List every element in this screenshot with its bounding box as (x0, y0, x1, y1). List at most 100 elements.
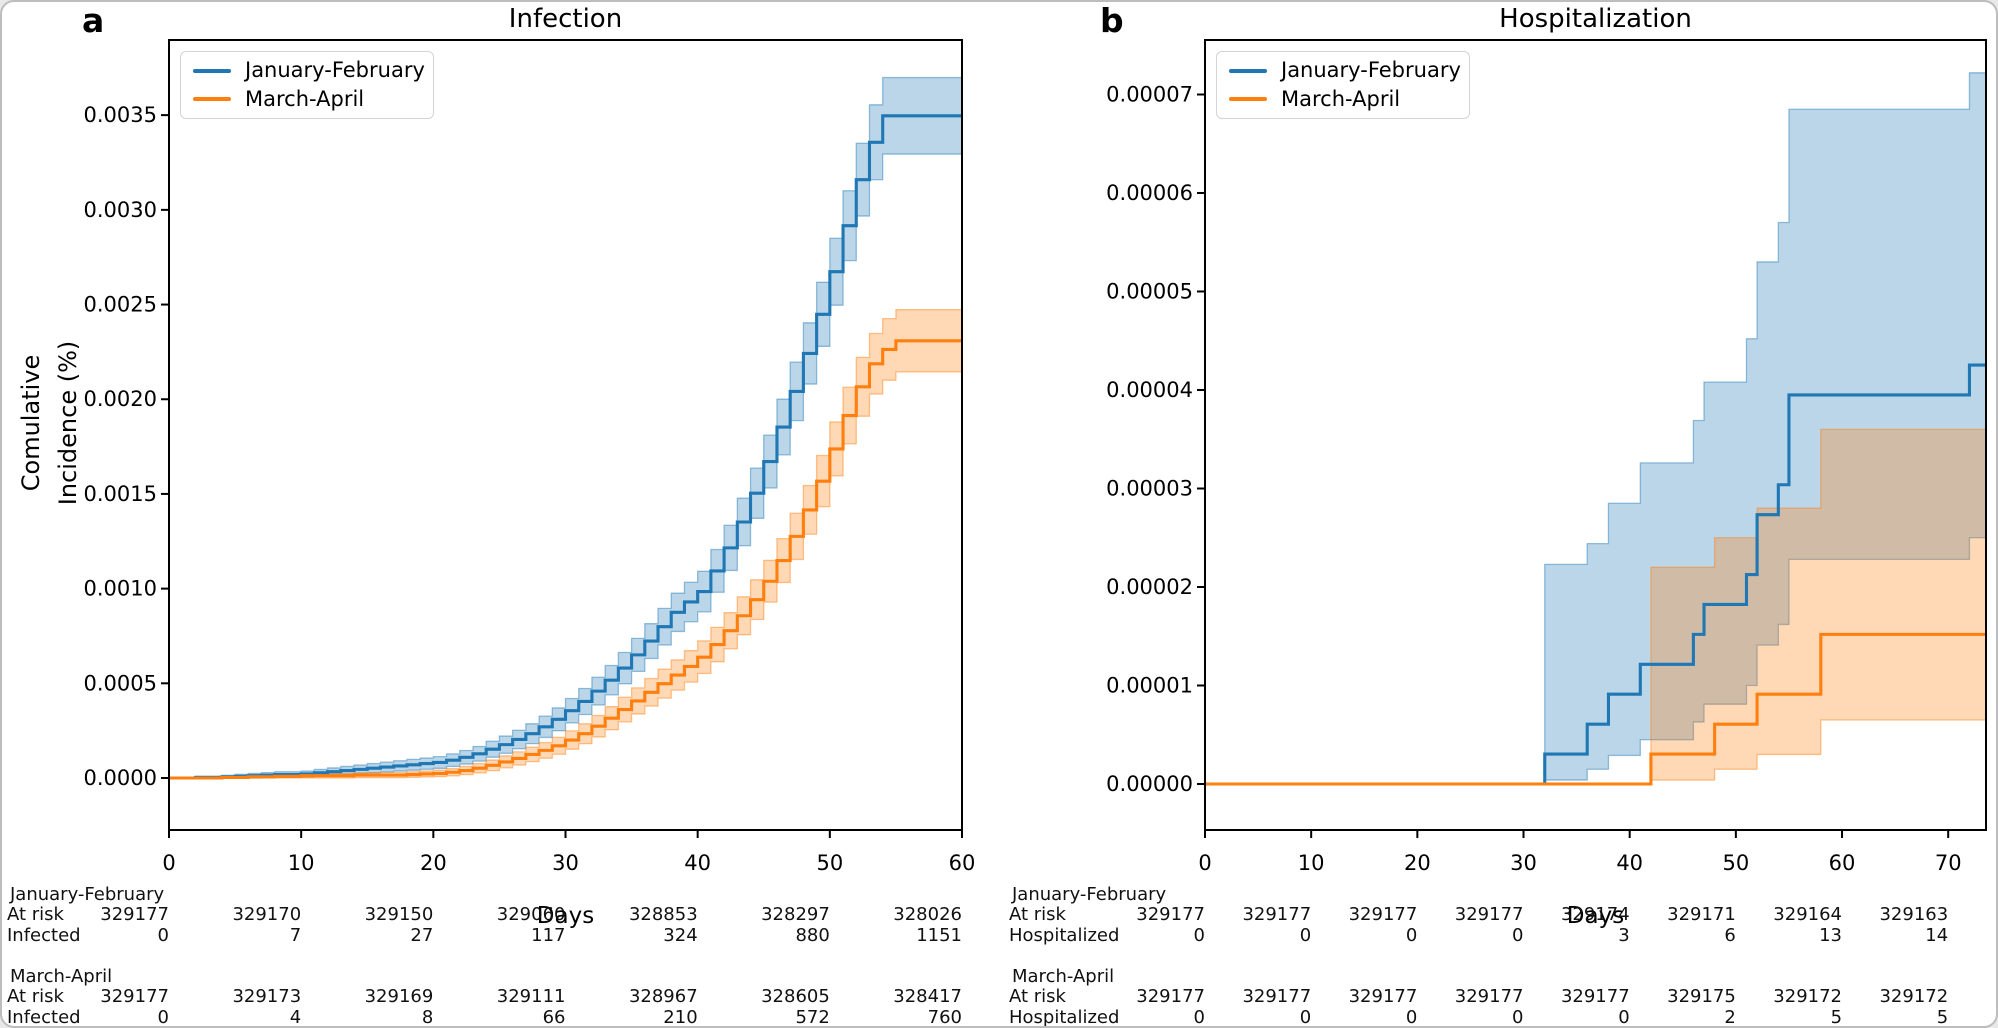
risk-table-row-label: Infected (7, 925, 81, 946)
legend-label: March-April (245, 86, 365, 111)
panel-b-axes-box (1204, 39, 1987, 831)
panel-b-band-january-february (1205, 72, 1986, 785)
y-tick-label: 0.0000 (84, 766, 157, 790)
legend-item: March-April (193, 86, 419, 111)
y-tick-label: 0.00000 (1106, 772, 1193, 796)
risk-table-value: 0 (1405, 925, 1418, 946)
risk-table-value: 329173 (232, 986, 302, 1007)
y-tick-label: 0.00006 (1106, 181, 1193, 205)
y-tick-label: 0.0010 (84, 577, 157, 601)
risk-table-value: 1151 (916, 925, 962, 946)
risk-table-value: 329150 (364, 904, 434, 925)
risk-table-value: 0 (1512, 1007, 1524, 1028)
risk-table-value: 329177 (1560, 986, 1630, 1007)
y-tick-label: 0.00001 (1106, 673, 1193, 697)
risk-table-value: 3 (1618, 925, 1630, 946)
risk-table-row-label: At risk (1009, 986, 1066, 1007)
risk-table-value: 0 (157, 925, 169, 946)
risk-table-value: 329163 (1879, 904, 1949, 925)
y-tick-label: 0.00003 (1106, 476, 1193, 500)
x-tick-label: 30 (552, 851, 579, 875)
risk-table-value: 329177 (100, 986, 169, 1007)
risk-table-value: 6 (1724, 925, 1736, 946)
risk-table-value: 328853 (628, 904, 698, 925)
risk-table-value: 8 (421, 1007, 434, 1028)
risk-table-value: 329177 (1242, 904, 1312, 925)
x-tick-label: 10 (288, 851, 315, 875)
risk-table-value: 210 (663, 1007, 698, 1028)
risk-table-value: 27 (410, 925, 434, 946)
risk-table-group-label: March-April (10, 966, 113, 987)
risk-table-group-label: January-February (10, 884, 165, 905)
y-tick-label: 0.00002 (1106, 575, 1193, 599)
risk-table-row-label: Hospitalized (1009, 925, 1120, 946)
legend-item: January-February (193, 60, 425, 82)
x-tick-label: 20 (1404, 851, 1431, 875)
y-tick-label: 0.0035 (84, 103, 157, 127)
risk-table-value: 329164 (1773, 904, 1843, 925)
x-tick-label: 20 (420, 851, 447, 875)
y-tick-label: 0.00004 (1106, 378, 1193, 402)
panel-a-band-january-february (169, 76, 962, 779)
x-tick-label: 50 (816, 851, 843, 875)
risk-table-value: 0 (1618, 1007, 1630, 1028)
legend-label: March-April (1281, 86, 1401, 111)
risk-table-value: 0 (1405, 1007, 1418, 1028)
risk-table-value: 329177 (1454, 904, 1524, 925)
march-april-line-swatch (193, 97, 231, 102)
risk-table-value: 13 (1819, 925, 1843, 946)
panel-b-title: Hospitalization (1499, 4, 1692, 34)
y-tick-label: 0.0020 (84, 387, 157, 411)
risk-table-value: 0 (1512, 925, 1524, 946)
panel-b-x-axis-label: Days (1566, 903, 1625, 929)
risk-table-value: 0 (157, 1007, 169, 1028)
legend-item: March-April (1229, 86, 1455, 111)
x-tick-label: 60 (1829, 851, 1856, 875)
risk-table-row-label: At risk (1009, 904, 1066, 925)
risk-table-value: 329172 (1879, 986, 1949, 1007)
risk-table-row-label: Hospitalized (1009, 1007, 1120, 1028)
risk-table-value: 329171 (1667, 904, 1736, 925)
y-tick-label: 0.0005 (84, 671, 157, 695)
risk-table-value: 329177 (1136, 904, 1205, 925)
risk-table-value: 329172 (1773, 986, 1843, 1007)
y-tick-label: 0.0015 (84, 482, 157, 506)
risk-table-value: 329177 (1242, 986, 1312, 1007)
panel-b-line-january-february (1205, 363, 1986, 786)
risk-table-row-label: At risk (7, 986, 64, 1007)
legend-label: January-February (245, 58, 425, 83)
risk-table-value: 329175 (1667, 986, 1736, 1007)
january-february-line-swatch (1229, 68, 1267, 73)
legend-item: January-February (1229, 60, 1461, 82)
panel-b-plot-area (1205, 72, 1986, 786)
risk-table-value: 329177 (1454, 986, 1524, 1007)
y-tick-label: 0.00005 (1106, 279, 1193, 303)
risk-table-value: 329177 (1348, 904, 1418, 925)
risk-table-value: 117 (531, 925, 566, 946)
risk-table-group-label: March-April (1012, 966, 1115, 987)
risk-table-value: 329060 (496, 904, 566, 925)
risk-table-value: 5 (1936, 1007, 1949, 1028)
x-tick-label: 40 (1616, 851, 1643, 875)
x-tick-label: 30 (1510, 851, 1537, 875)
risk-table-value: 324 (663, 925, 698, 946)
x-tick-label: 0 (162, 851, 175, 875)
risk-table-value: 329177 (100, 904, 169, 925)
panel-a-x-axis-label: Days (536, 903, 595, 929)
risk-table-value: 760 (927, 1007, 962, 1028)
legend-label: January-February (1281, 58, 1461, 83)
risk-table-value: 328026 (893, 904, 962, 925)
x-tick-label: 70 (1935, 851, 1962, 875)
y-tick-label: 0.0025 (84, 293, 157, 317)
risk-table-value: 0 (1193, 925, 1205, 946)
risk-table-row-label: Infected (7, 1007, 81, 1028)
panel-label-a: a (82, 1, 105, 40)
risk-table-value: 329111 (496, 986, 566, 1007)
risk-table-value: 0 (1299, 1007, 1312, 1028)
x-tick-label: 50 (1722, 851, 1749, 875)
risk-table-value: 4 (289, 1007, 302, 1028)
risk-table-value: 328605 (761, 986, 830, 1007)
risk-table-value: 2 (1724, 1007, 1736, 1028)
